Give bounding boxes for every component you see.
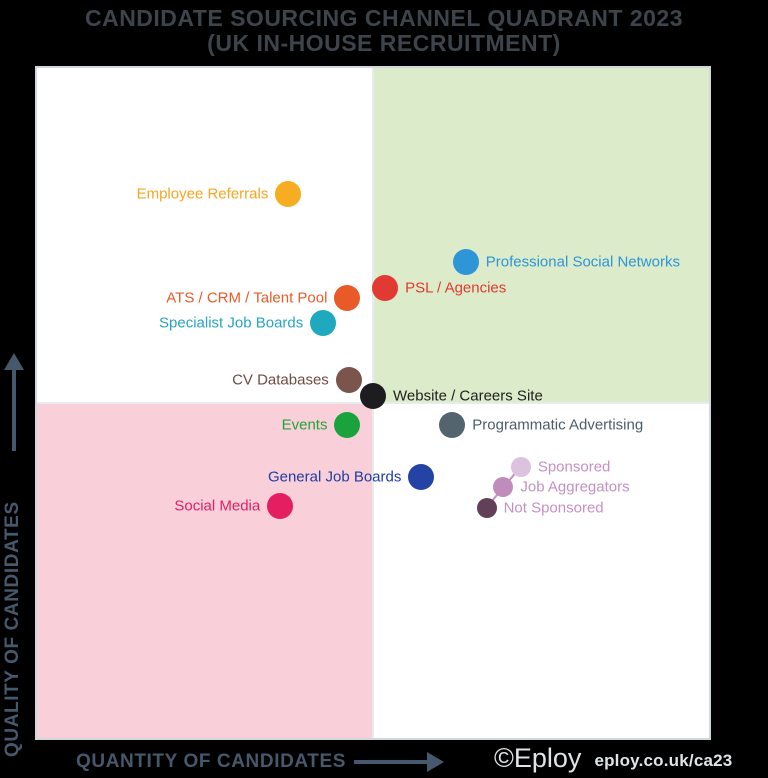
dot-social-media xyxy=(267,492,294,519)
dot-sponsored xyxy=(510,456,531,477)
point-psl-agencies: PSL / Agencies xyxy=(372,275,506,302)
label-psl-agencies: PSL / Agencies xyxy=(405,279,507,297)
label-cv-databases: CV Databases xyxy=(232,371,329,389)
quadrant-plot-area: Employee Referrals Professional Social Ne… xyxy=(35,66,711,740)
label-job-aggregators: Job Aggregators xyxy=(520,478,630,496)
point-not-sponsored: Not Sponsored xyxy=(476,497,604,518)
quadrant-top-left xyxy=(37,68,372,402)
label-employee-referrals: Employee Referrals xyxy=(136,185,269,203)
chart-title: CANDIDATE SOURCING CHANNEL QUADRANT 2023 xyxy=(84,5,684,31)
label-not-sponsored: Not Sponsored xyxy=(503,499,604,517)
dot-job-aggregators xyxy=(493,477,514,498)
dot-ats-crm-talent-pool xyxy=(334,284,361,311)
label-events: Events xyxy=(281,416,328,434)
point-professional-social-networks: Professional Social Networks xyxy=(452,248,680,275)
quadrant-backgrounds xyxy=(37,68,709,738)
dot-cv-databases xyxy=(335,367,362,394)
eploy-logo: ©Eploy xyxy=(494,743,582,773)
quadrant-bottom-right xyxy=(374,404,709,738)
point-general-job-boards: General Job Boards xyxy=(268,463,435,490)
dot-events xyxy=(334,412,361,439)
points-layer: Employee Referrals Professional Social Ne… xyxy=(37,68,709,738)
dot-professional-social-networks xyxy=(452,248,479,275)
x-axis-label: QUANTITY OF CANDIDATES xyxy=(76,751,347,772)
label-general-job-boards: General Job Boards xyxy=(267,468,402,486)
dot-website-careers-site xyxy=(360,383,386,410)
quadrant-bottom-left xyxy=(37,404,372,738)
point-website-careers-site: Website / Careers Site xyxy=(360,383,543,410)
label-social-media: Social Media xyxy=(174,497,261,514)
y-axis-arrow-icon xyxy=(4,353,24,370)
dot-psl-agencies xyxy=(372,275,399,302)
point-employee-referrals: Employee Referrals xyxy=(137,180,302,207)
quadrant-top-right xyxy=(374,68,709,402)
label-website-careers-site: Website / Careers Site xyxy=(393,387,543,405)
footer-url: eploy.co.uk/ca23 xyxy=(594,751,733,770)
point-events: Events xyxy=(282,412,361,439)
dot-general-job-boards xyxy=(408,463,435,490)
point-programmatic-advertising: Programmatic Advertising xyxy=(439,412,643,439)
label-sponsored: Sponsored xyxy=(537,458,611,476)
point-cv-databases: CV Databases xyxy=(232,367,362,394)
dot-specialist-job-boards xyxy=(310,309,337,336)
dot-employee-referrals xyxy=(275,180,302,207)
point-job-aggregators: Job Aggregators xyxy=(493,477,630,498)
y-axis-arrow-shaft xyxy=(12,369,16,451)
dot-programmatic-advertising xyxy=(439,412,466,439)
label-professional-social-networks: Professional Social Networks xyxy=(485,253,680,271)
point-ats-crm-talent-pool: ATS / CRM / Talent Pool xyxy=(166,284,361,311)
y-axis-label: QUALITY OF CANDIDATES xyxy=(2,501,23,757)
point-specialist-job-boards: Specialist Job Boards xyxy=(159,309,337,336)
chart-title-block: CANDIDATE SOURCING CHANNEL QUADRANT 2023… xyxy=(0,6,768,56)
point-sponsored: Sponsored xyxy=(510,456,610,477)
label-ats-crm-talent-pool: ATS / CRM / Talent Pool xyxy=(166,289,328,307)
label-specialist-job-boards: Specialist Job Boards xyxy=(159,314,304,332)
footer-brand-block: ©Eploy eploy.co.uk/ca23 xyxy=(494,743,732,774)
point-social-media: Social Media xyxy=(174,492,294,519)
chart-subtitle: (UK IN-HOUSE RECRUITMENT) xyxy=(207,30,561,56)
x-axis-arrow-icon xyxy=(427,752,444,772)
x-axis-arrow-shaft xyxy=(354,760,427,764)
dot-not-sponsored xyxy=(476,497,497,518)
label-programmatic-advertising: Programmatic Advertising xyxy=(472,416,644,434)
